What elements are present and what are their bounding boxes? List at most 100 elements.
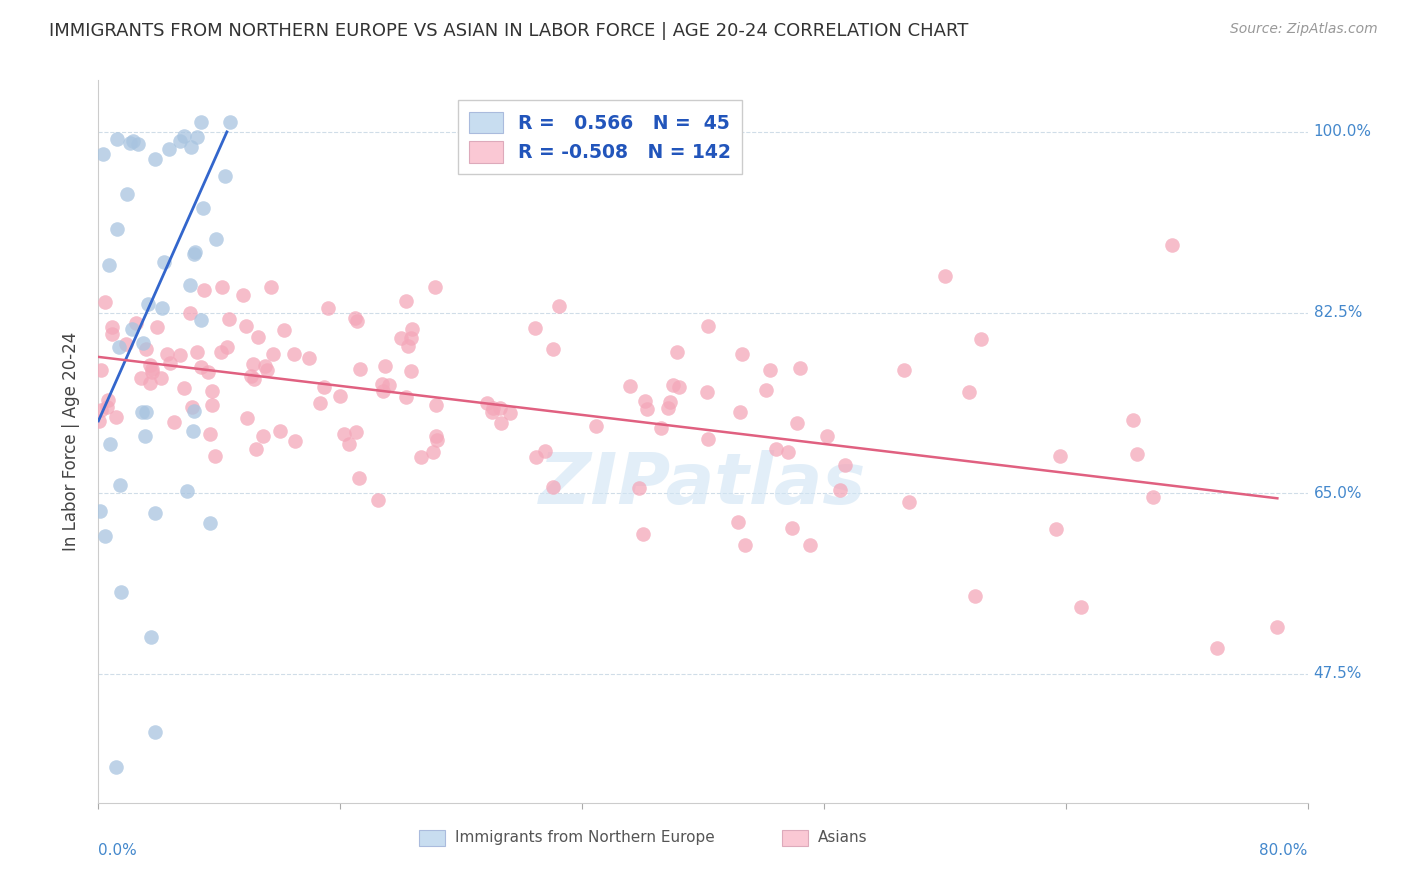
Point xyxy=(205,232,228,246)
Point xyxy=(374,359,396,374)
Point xyxy=(378,377,401,392)
Point xyxy=(409,450,432,465)
Point xyxy=(97,259,120,273)
Text: 65.0%: 65.0% xyxy=(1313,485,1362,500)
Point xyxy=(347,471,370,485)
Point xyxy=(90,363,112,377)
Point xyxy=(696,318,718,333)
Point xyxy=(190,313,212,327)
Point xyxy=(1267,620,1289,634)
Point xyxy=(115,337,138,351)
Point xyxy=(135,342,157,356)
Point xyxy=(236,411,259,425)
Point xyxy=(136,296,159,310)
Point xyxy=(198,427,221,442)
Point xyxy=(190,360,212,375)
Point xyxy=(198,516,221,531)
Point xyxy=(246,330,269,344)
Point xyxy=(957,385,980,400)
Point xyxy=(121,135,143,149)
Point xyxy=(318,301,340,316)
Point xyxy=(965,590,987,604)
Point xyxy=(139,376,162,391)
Point xyxy=(129,371,152,385)
Point xyxy=(94,294,117,309)
Point xyxy=(201,384,224,398)
Point xyxy=(242,357,264,371)
Point xyxy=(734,538,756,552)
Point xyxy=(218,312,240,326)
Point xyxy=(389,331,412,345)
Point xyxy=(127,136,149,151)
Point xyxy=(141,365,163,379)
Point xyxy=(650,421,672,435)
Point xyxy=(425,279,447,293)
Point xyxy=(141,361,163,376)
Point xyxy=(183,247,205,261)
Point xyxy=(169,348,191,362)
Point xyxy=(499,406,522,420)
Point xyxy=(108,340,131,354)
Point xyxy=(759,363,782,377)
Point xyxy=(179,278,201,293)
Text: Asians: Asians xyxy=(818,830,868,845)
Point xyxy=(308,395,330,409)
Point xyxy=(696,385,718,400)
Point xyxy=(1122,413,1144,427)
Point xyxy=(197,365,219,379)
Point xyxy=(697,432,720,446)
Point xyxy=(1049,449,1071,463)
Point xyxy=(131,405,153,419)
Point xyxy=(260,279,283,293)
Point xyxy=(211,279,233,293)
Point xyxy=(104,410,127,425)
Point xyxy=(209,345,232,359)
Point xyxy=(183,244,205,259)
Point xyxy=(135,405,157,419)
Point xyxy=(235,319,257,334)
Point xyxy=(89,504,111,518)
Point xyxy=(631,527,654,541)
Point xyxy=(969,332,991,346)
Point xyxy=(125,317,148,331)
Point xyxy=(163,416,186,430)
Point xyxy=(482,401,505,415)
Point xyxy=(153,255,176,269)
Point xyxy=(401,364,423,378)
Point xyxy=(799,538,821,552)
Y-axis label: In Labor Force | Age 20-24: In Labor Force | Age 20-24 xyxy=(62,332,80,551)
Text: Immigrants from Northern Europe: Immigrants from Northern Europe xyxy=(456,830,714,845)
Point xyxy=(143,506,166,520)
Point xyxy=(343,310,366,325)
Point xyxy=(91,147,114,161)
Point xyxy=(87,414,110,428)
Point xyxy=(1045,522,1067,536)
Point xyxy=(90,403,112,417)
Point xyxy=(242,371,264,385)
Point xyxy=(190,114,212,128)
Point xyxy=(173,129,195,144)
Point xyxy=(157,142,180,156)
Point xyxy=(105,760,128,774)
Point xyxy=(150,301,173,316)
Point xyxy=(727,515,749,529)
Point xyxy=(176,483,198,498)
Text: 80.0%: 80.0% xyxy=(1260,843,1308,857)
Point xyxy=(533,443,555,458)
Point xyxy=(156,347,179,361)
Point xyxy=(273,323,295,337)
Point xyxy=(186,129,208,144)
Point xyxy=(284,434,307,449)
Point xyxy=(181,425,204,439)
Point xyxy=(183,403,205,417)
FancyBboxPatch shape xyxy=(419,830,446,847)
Point xyxy=(346,314,368,328)
Point xyxy=(426,433,449,447)
Point xyxy=(489,401,512,415)
Point xyxy=(897,495,920,509)
Legend: R =   0.566   N =  45, R = -0.508   N = 142: R = 0.566 N = 45, R = -0.508 N = 142 xyxy=(458,101,742,174)
Point xyxy=(425,398,447,412)
Text: ZIPatlas: ZIPatlas xyxy=(540,450,866,519)
Point xyxy=(115,186,138,201)
Point xyxy=(121,322,143,336)
